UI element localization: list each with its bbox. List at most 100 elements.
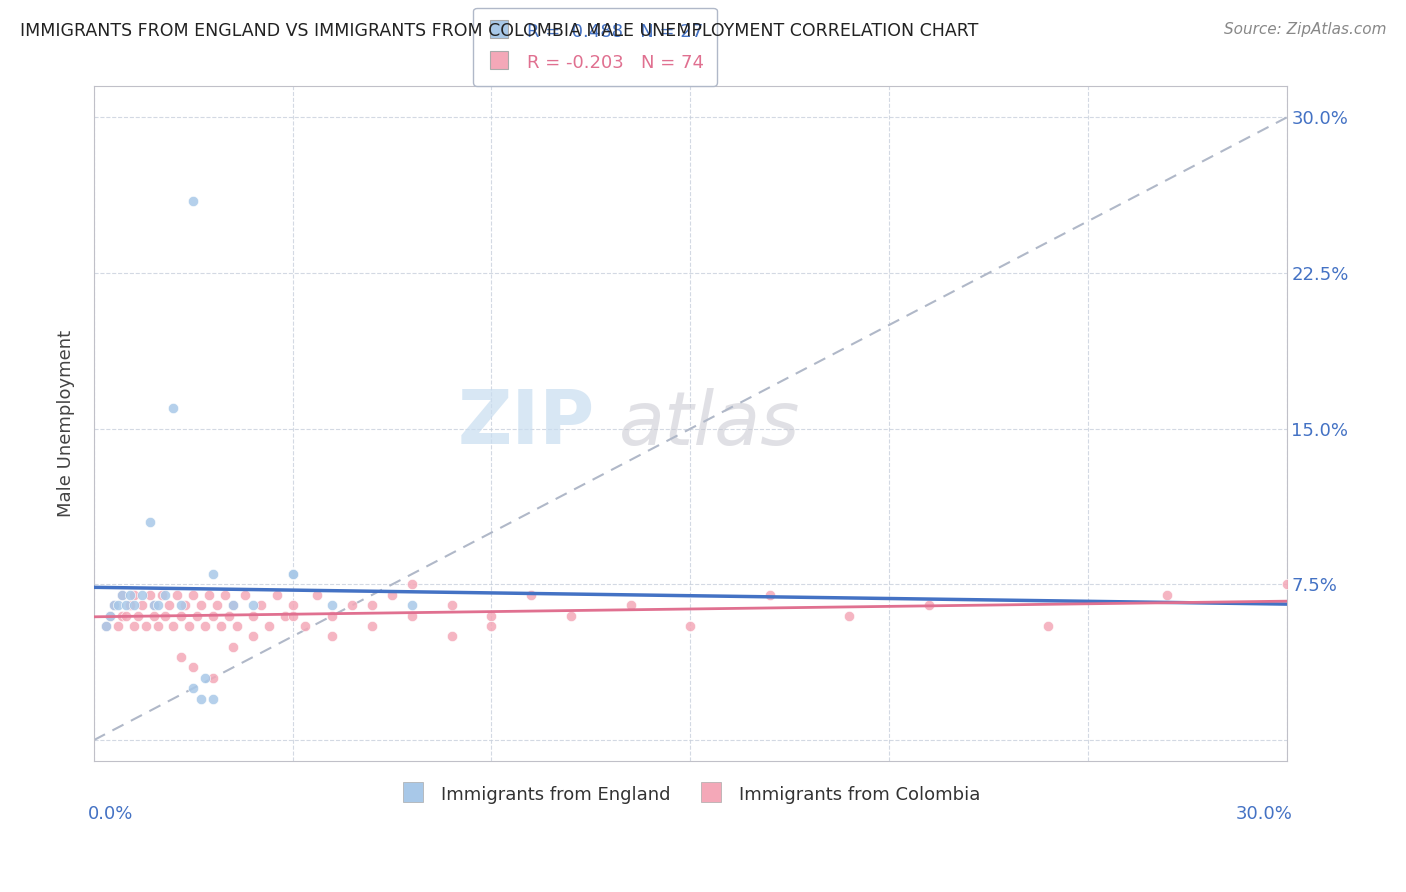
Point [1275, 577, 1298, 591]
Point [111, 588, 134, 602]
Text: 0.0%: 0.0% [89, 805, 134, 822]
Point [560, 608, 582, 623]
Point [401, 598, 423, 612]
Point [107, 619, 129, 633]
Text: 30.0%: 30.0% [1236, 805, 1292, 822]
Point [202, 608, 225, 623]
Point [226, 619, 249, 633]
Point [162, 401, 184, 415]
Point [94, 619, 117, 633]
Point [214, 588, 236, 602]
Point [342, 598, 364, 612]
Point [118, 598, 141, 612]
Point [222, 640, 245, 654]
Point [122, 619, 145, 633]
Point [122, 598, 145, 612]
Point [281, 567, 304, 582]
Point [150, 588, 173, 602]
Point [190, 691, 212, 706]
Y-axis label: Male Unemployment: Male Unemployment [58, 330, 75, 517]
Point [361, 619, 384, 633]
Point [181, 660, 204, 674]
Point [294, 619, 316, 633]
Point [159, 598, 181, 612]
Point [146, 619, 169, 633]
Point [142, 598, 165, 612]
Point [202, 691, 225, 706]
Point [190, 598, 212, 612]
Point [111, 588, 134, 602]
Point [481, 608, 503, 623]
Point [118, 588, 141, 602]
Point [111, 608, 134, 623]
Point [758, 588, 780, 602]
Point [131, 588, 153, 602]
Point [170, 650, 193, 665]
Text: IMMIGRANTS FROM ENGLAND VS IMMIGRANTS FROM COLOMBIA MALE UNEMPLOYMENT CORRELATIO: IMMIGRANTS FROM ENGLAND VS IMMIGRANTS FR… [20, 22, 979, 40]
Point [181, 194, 204, 208]
Point [155, 608, 177, 623]
Point [274, 608, 297, 623]
Point [194, 671, 217, 685]
Point [198, 588, 221, 602]
Point [170, 598, 193, 612]
Point [381, 588, 404, 602]
Point [222, 598, 245, 612]
Text: ZIP: ZIP [457, 387, 595, 460]
Point [266, 588, 288, 602]
Point [138, 515, 160, 529]
Point [838, 608, 860, 623]
Point [138, 588, 160, 602]
Point [98, 608, 121, 623]
Point [361, 598, 384, 612]
Point [440, 629, 463, 643]
Point [114, 598, 136, 612]
Point [257, 619, 280, 633]
Point [620, 598, 643, 612]
Point [107, 598, 129, 612]
Point [1156, 588, 1178, 602]
Point [103, 598, 125, 612]
Point [281, 598, 304, 612]
Point [250, 598, 273, 612]
Point [222, 598, 245, 612]
Point [440, 598, 463, 612]
Point [166, 588, 188, 602]
Point [202, 567, 225, 582]
Point [209, 619, 232, 633]
Point [114, 608, 136, 623]
Point [281, 567, 304, 582]
Point [481, 619, 503, 633]
Point [142, 608, 165, 623]
Point [242, 629, 264, 643]
Point [135, 619, 157, 633]
Point [918, 598, 941, 612]
Point [218, 608, 240, 623]
Point [181, 681, 204, 696]
Text: Source: ZipAtlas.com: Source: ZipAtlas.com [1223, 22, 1386, 37]
Point [179, 619, 201, 633]
Point [131, 598, 153, 612]
Point [142, 598, 165, 612]
Point [162, 619, 184, 633]
Point [127, 608, 149, 623]
Point [401, 608, 423, 623]
Point [401, 577, 423, 591]
Point [242, 608, 264, 623]
Point [321, 629, 343, 643]
Point [122, 588, 145, 602]
Point [146, 598, 169, 612]
Point [174, 598, 197, 612]
Point [194, 619, 217, 633]
Point [170, 608, 193, 623]
Point [520, 588, 543, 602]
Point [98, 608, 121, 623]
Point [155, 588, 177, 602]
Point [679, 619, 702, 633]
Point [103, 598, 125, 612]
Text: atlas: atlas [619, 388, 800, 459]
Point [305, 588, 328, 602]
Point [321, 608, 343, 623]
Legend: Immigrants from England, Immigrants from Colombia: Immigrants from England, Immigrants from… [392, 776, 988, 813]
Point [321, 598, 343, 612]
